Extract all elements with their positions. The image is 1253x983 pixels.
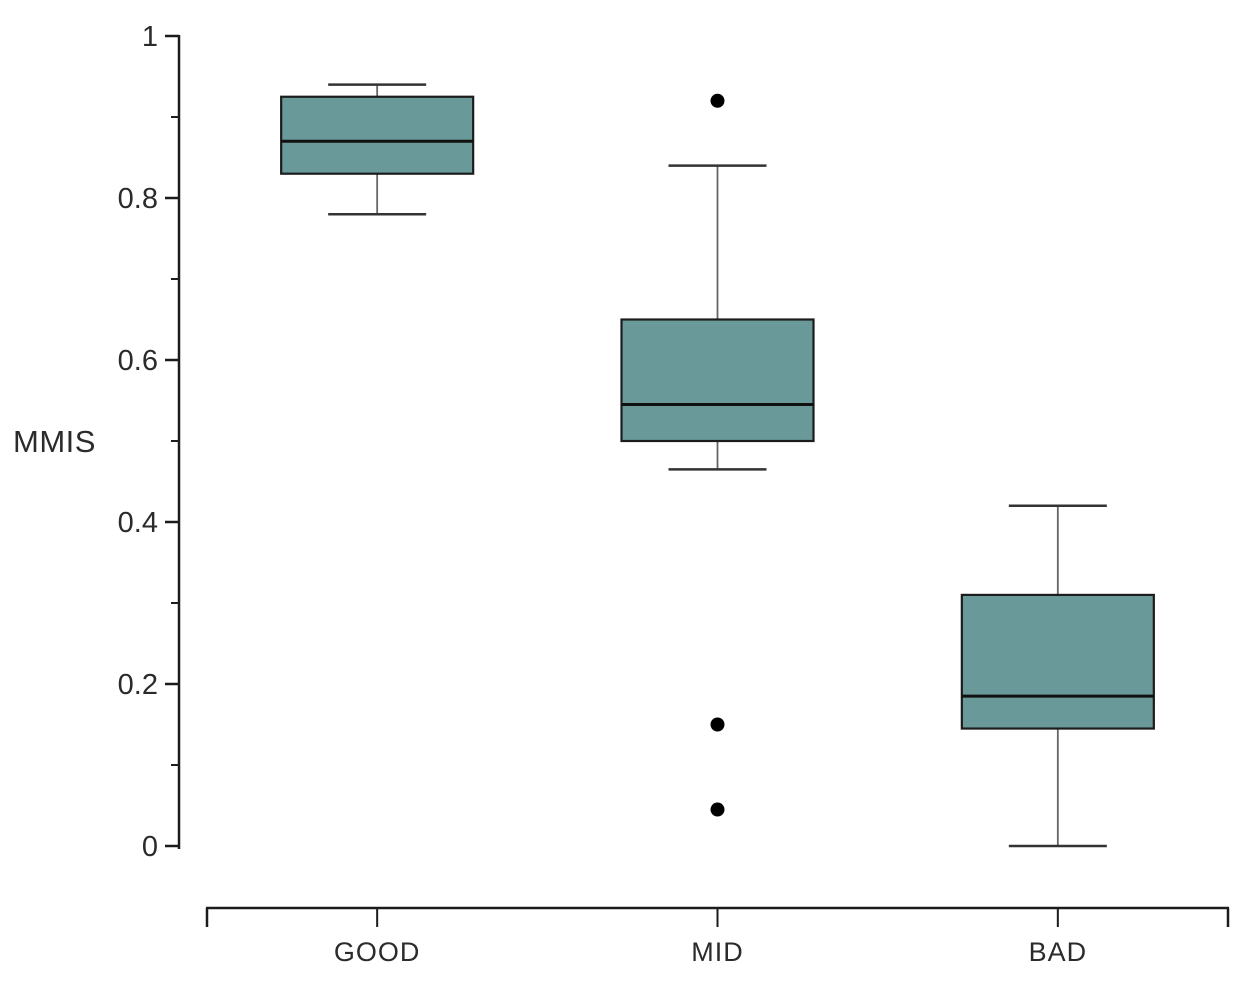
x-category-label-good: GOOD (334, 937, 421, 967)
y-tick-label: 1 (142, 21, 158, 53)
y-axis-title: MMIS (13, 424, 96, 459)
box-bad (960, 504, 1155, 848)
y-tick-label: 0.4 (118, 507, 158, 539)
y-tick-label: 0 (142, 831, 158, 863)
iqr-box (960, 593, 1155, 730)
outlier-point (710, 717, 725, 732)
x-category-label-bad: BAD (1029, 937, 1088, 967)
iqr-box (620, 318, 815, 443)
iqr-box (280, 95, 475, 175)
outlier-point (710, 802, 725, 817)
y-tick-label: 0.6 (118, 345, 158, 377)
x-category-label-mid: MID (691, 937, 744, 967)
box-mid (620, 93, 815, 817)
y-tick-label: 0.8 (118, 183, 158, 215)
y-tick-label: 0.2 (118, 669, 158, 701)
box-good (280, 83, 475, 216)
y-axis: 0 0.2 0.4 0.6 0.8 1 (118, 21, 181, 863)
x-axis: GOOD MID BAD (205, 906, 1230, 967)
outlier-point (710, 93, 725, 108)
